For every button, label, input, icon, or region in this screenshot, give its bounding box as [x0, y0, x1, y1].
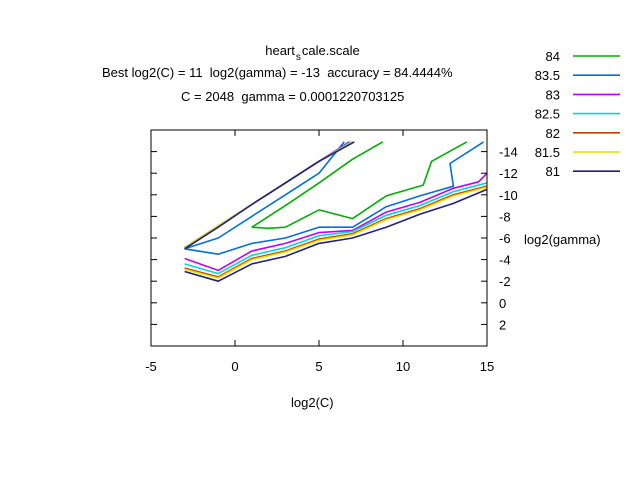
series-81: [184, 141, 487, 283]
series-line-82.5-1: [184, 182, 487, 275]
chart-title: heartscale.scale: [258, 31, 360, 63]
y-tick-label: -8: [499, 209, 511, 224]
series-layer: [184, 141, 487, 283]
legend-item-81.5: 81.5: [535, 145, 620, 160]
legend-label: 84: [546, 49, 560, 64]
y-tick-label: -14: [499, 145, 518, 160]
legend-label: 83: [546, 87, 560, 102]
chart-title-main: heart: [265, 43, 295, 58]
legend-label: 82.5: [535, 107, 560, 122]
legend-label: 81: [546, 164, 560, 179]
series-82: [184, 141, 487, 278]
series-line-83-1: [184, 172, 487, 272]
y-tick-label: 0: [499, 296, 506, 311]
series-line-81-1: [184, 188, 487, 283]
legend-item-83: 83: [546, 87, 620, 102]
series-line-83.5-2: [184, 141, 345, 250]
ticks-layer: -5 0 5 10 15 -14 -12 -10 -8 -6 -4 -2 0 2: [145, 130, 518, 374]
legend: 84 83.5 83 82.5 82 81.5 81: [535, 49, 620, 179]
series-line-84-2: [251, 141, 384, 228]
legend-label: 81.5: [535, 145, 560, 160]
x-tick-label: 5: [315, 359, 322, 374]
chart-title-subscript: s: [295, 52, 301, 63]
legend-label: 83.5: [535, 68, 560, 83]
series-line-83.5-1: [184, 141, 485, 255]
series-line-82-1: [184, 185, 487, 278]
series-81.5: [184, 141, 487, 279]
x-tick-label: -5: [145, 359, 157, 374]
y-tick-label: -6: [499, 231, 511, 246]
series-83.5: [184, 141, 485, 255]
legend-item-82: 82: [546, 126, 620, 141]
x-axis-label: log2(C): [291, 395, 334, 410]
series-line-81.5-1: [184, 186, 487, 279]
y-tick-label: -2: [499, 274, 511, 289]
series-84: [251, 141, 468, 230]
legend-item-81: 81: [546, 164, 620, 179]
y-tick-label: -12: [499, 166, 518, 181]
legend-item-83.5: 83.5: [535, 68, 620, 83]
legend-label: 82: [546, 126, 560, 141]
x-tick-label: 10: [396, 359, 410, 374]
series-line-84-1: [251, 141, 468, 230]
y-tick-label: -4: [499, 253, 511, 268]
chart-subtitle-line2: C = 2048 gamma = 0.0001220703125: [181, 89, 405, 104]
legend-item-82.5: 82.5: [535, 107, 620, 122]
series-line-81-2: [184, 141, 355, 250]
y-tick-label: -10: [499, 188, 518, 203]
y-axis-label: log2(gamma): [524, 232, 601, 247]
x-tick-label: 15: [480, 359, 494, 374]
chart-subtitle-line1: Best log2(C) = 11 log2(gamma) = -13 accu…: [102, 65, 453, 80]
legend-item-84: 84: [546, 49, 620, 64]
y-tick-label: 2: [499, 317, 506, 332]
x-tick-label: 0: [231, 359, 238, 374]
chart-title-rest: cale.scale: [301, 43, 360, 58]
